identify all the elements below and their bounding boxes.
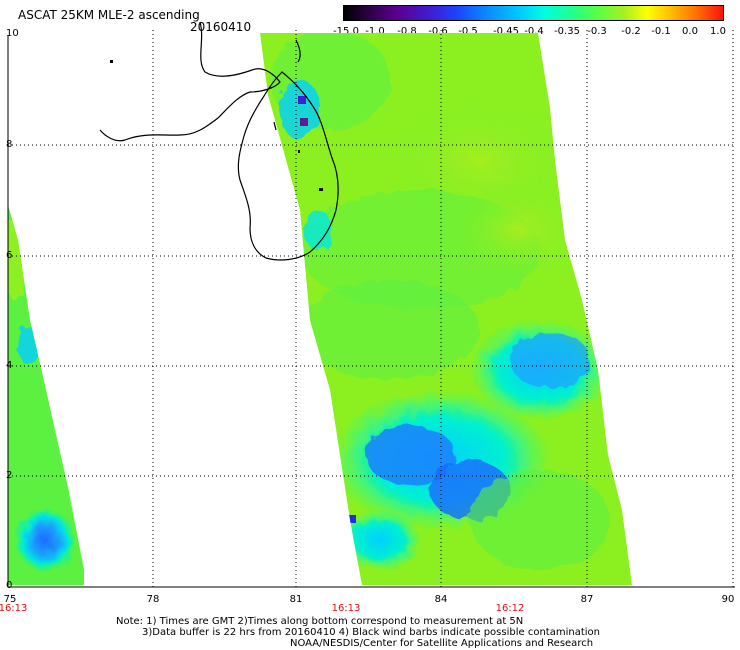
map-title: ASCAT 25KM MLE-2 ascending — [18, 8, 200, 22]
grid-lines — [8, 30, 735, 587]
x-tick-label: 75 — [3, 594, 17, 605]
map-frame — [7, 35, 735, 588]
pass-time: 16:13 — [0, 603, 28, 614]
note-line-2: 3)Data buffer is 22 hrs from 20160410 4)… — [142, 627, 600, 638]
x-tick-label: 78 — [146, 594, 160, 605]
colorbar-label: -0.1 — [651, 26, 671, 37]
y-tick-label: 6 — [6, 250, 13, 261]
colorbar-label: -0.6 — [428, 26, 448, 37]
colorbar-label: -0.4 — [524, 26, 544, 37]
colorbar-label: -0.8 — [397, 26, 417, 37]
colorbar-label: -15.0 — [333, 26, 359, 37]
islands — [110, 60, 323, 191]
coastline — [99, 21, 339, 261]
y-tick-label: 0 — [6, 580, 13, 591]
y-tick-label: 10 — [6, 28, 19, 39]
colorbar-label: 0.0 — [682, 26, 698, 37]
colorbar-label: -1.0 — [365, 26, 385, 37]
y-tick-label: 2 — [6, 470, 13, 481]
colorbar-label: -0.5 — [458, 26, 478, 37]
x-tick-label: 84 — [434, 594, 448, 605]
colorbar-label: -0.35 — [554, 26, 580, 37]
colorbar-label: -0.3 — [587, 26, 607, 37]
x-tick-label: 87 — [580, 594, 594, 605]
main-swath — [260, 33, 632, 585]
y-tick-label: 4 — [6, 360, 13, 371]
y-tick-label: 8 — [6, 139, 13, 150]
note-line-3: NOAA/NESDIS/Center for Satellite Applica… — [290, 638, 594, 649]
x-tick-label: 90 — [721, 594, 735, 605]
colorbar-label: -0.45 — [493, 26, 519, 37]
pass-time: 16:13 — [331, 603, 361, 614]
left-swath — [8, 205, 84, 585]
colorbar — [343, 5, 724, 21]
colorbar-label: 1.0 — [710, 26, 726, 37]
colorbar-label: -0.2 — [621, 26, 641, 37]
map-date: 20160410 — [190, 20, 252, 34]
pass-time: 16:12 — [495, 603, 525, 614]
note-line-1: Note: 1) Times are GMT 2)Times along bot… — [116, 616, 524, 627]
x-tick-label: 81 — [289, 594, 303, 605]
